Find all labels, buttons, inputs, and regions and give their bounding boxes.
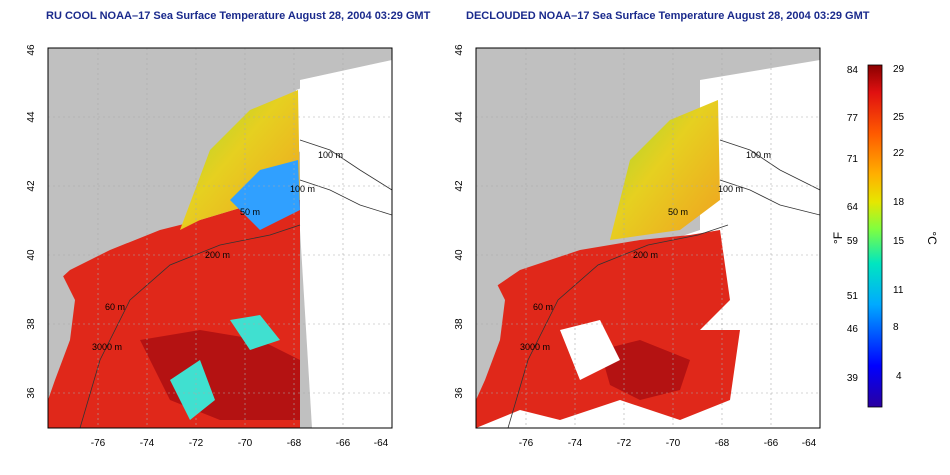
right-lon-tick: -64 — [802, 438, 817, 449]
left-lat-ticks: 36 38 40 42 44 46 — [26, 44, 37, 399]
temperature-colorbar: 84 77 71 64 59 51 46 39 29 25 22 18 15 1… — [831, 64, 939, 408]
left-lon-tick: -72 — [189, 438, 204, 449]
colorbar-f-tick: 71 — [847, 154, 859, 165]
colorbar-c-tick: 18 — [893, 197, 905, 208]
right-lat-tick: 36 — [454, 387, 465, 399]
left-map-frame — [47, 47, 393, 429]
left-lon-ticks: -76 -74 -72 -70 -68 -66 -64 — [91, 438, 389, 449]
left-label-3000m: 3000 m — [92, 342, 122, 352]
left-grid — [48, 48, 392, 428]
colorbar-f-tick: 51 — [847, 291, 859, 302]
right-lon-tick: -70 — [666, 438, 681, 449]
colorbar-c-tick: 15 — [893, 236, 905, 247]
colorbar-f-tick: 39 — [847, 373, 859, 384]
right-hot-water — [600, 340, 690, 400]
right-lon-tick: -66 — [764, 438, 779, 449]
colorbar-c-tick: 4 — [896, 371, 902, 382]
left-lat-tick: 46 — [26, 44, 37, 56]
right-lon-tick: -76 — [519, 438, 534, 449]
colorbar-c-tick: 22 — [893, 148, 905, 159]
left-lat-tick: 44 — [26, 111, 37, 123]
colorbar-c-unit: °C — [925, 231, 939, 245]
colorbar-c-tick: 11 — [893, 285, 904, 296]
right-lat-tick: 38 — [454, 318, 465, 330]
left-lat-tick: 36 — [26, 387, 37, 399]
colorbar-c-tick: 25 — [893, 112, 905, 123]
colorbar-c-tick: 8 — [893, 322, 899, 333]
colorbar-f-tick: 77 — [847, 113, 859, 124]
right-label-100m: 100 m — [746, 150, 771, 160]
left-label-50m: 50 m — [240, 207, 260, 217]
right-isobath-100 — [719, 139, 820, 191]
right-isobath-50 — [719, 179, 820, 216]
left-label-100m-2: 100 m — [290, 184, 315, 194]
right-lon-ticks: -76 -74 -72 -70 -68 -66 -64 — [519, 438, 817, 449]
right-map-frame — [475, 47, 821, 429]
right-lon-tick: -68 — [715, 438, 730, 449]
colorbar-c-ticks: 29 25 22 18 15 11 8 4 — [893, 64, 905, 382]
left-blue-water — [230, 160, 300, 230]
right-grid — [476, 48, 820, 428]
colorbar-f-unit: °F — [831, 232, 845, 244]
left-coast-land — [48, 270, 75, 400]
left-lon-tick: -64 — [374, 438, 389, 449]
left-label-100m: 100 m — [318, 150, 343, 160]
left-isobath-50 — [299, 179, 392, 216]
left-lat-tick: 38 — [26, 318, 37, 330]
colorbar-c-tick: 29 — [893, 64, 905, 75]
left-lon-tick: -74 — [140, 438, 155, 449]
colorbar-f-tick: 59 — [847, 236, 859, 247]
left-cyan-water — [170, 360, 215, 420]
left-lon-tick: -66 — [336, 438, 351, 449]
left-sst-map: 100 m 100 m 50 m 200 m 3000 m 60 m -76 -… — [26, 44, 393, 449]
right-lat-tick: 44 — [454, 111, 465, 123]
right-lat-tick: 46 — [454, 44, 465, 56]
right-lat-tick: 42 — [454, 180, 465, 192]
right-lon-tick: -72 — [617, 438, 632, 449]
right-isobath-200 — [507, 224, 729, 428]
right-coast-land — [476, 270, 505, 400]
right-panel-title: DECLOUDED NOAA–17 Sea Surface Temperatur… — [466, 10, 870, 22]
left-lon-tick: -68 — [287, 438, 302, 449]
colorbar-f-tick: 84 — [847, 65, 859, 76]
left-cyan-water-2 — [230, 315, 280, 350]
left-lon-tick: -76 — [91, 438, 106, 449]
left-lat-tick: 42 — [26, 180, 37, 192]
right-label-50m: 50 m — [668, 207, 688, 217]
right-label-3000m: 3000 m — [520, 342, 550, 352]
right-label-200m: 200 m — [633, 250, 658, 260]
colorbar-f-tick: 64 — [847, 202, 859, 213]
left-isobath-200 — [79, 224, 301, 428]
left-label-60m: 60 m — [105, 302, 125, 312]
right-lat-ticks: 36 38 40 42 44 46 — [454, 44, 465, 399]
left-lon-tick: -70 — [238, 438, 253, 449]
right-lon-tick: -74 — [568, 438, 583, 449]
right-label-60m: 60 m — [533, 302, 553, 312]
left-shelf-white — [296, 66, 392, 240]
right-lat-tick: 40 — [454, 249, 465, 261]
left-isobath-100 — [299, 139, 392, 191]
colorbar-f-ticks: 84 77 71 64 59 51 46 39 — [847, 65, 859, 384]
colorbar-gradient — [867, 64, 883, 408]
right-cool-front — [610, 100, 720, 240]
right-sst-map: 100 m 100 m 50 m 200 m 3000 m 60 m -76 -… — [454, 44, 821, 449]
left-label-200m: 200 m — [205, 250, 230, 260]
right-label-100m-2: 100 m — [718, 184, 743, 194]
left-panel-title: RU COOL NOAA–17 Sea Surface Temperature … — [46, 10, 431, 22]
colorbar-f-tick: 46 — [847, 324, 859, 335]
left-lat-tick: 40 — [26, 249, 37, 261]
